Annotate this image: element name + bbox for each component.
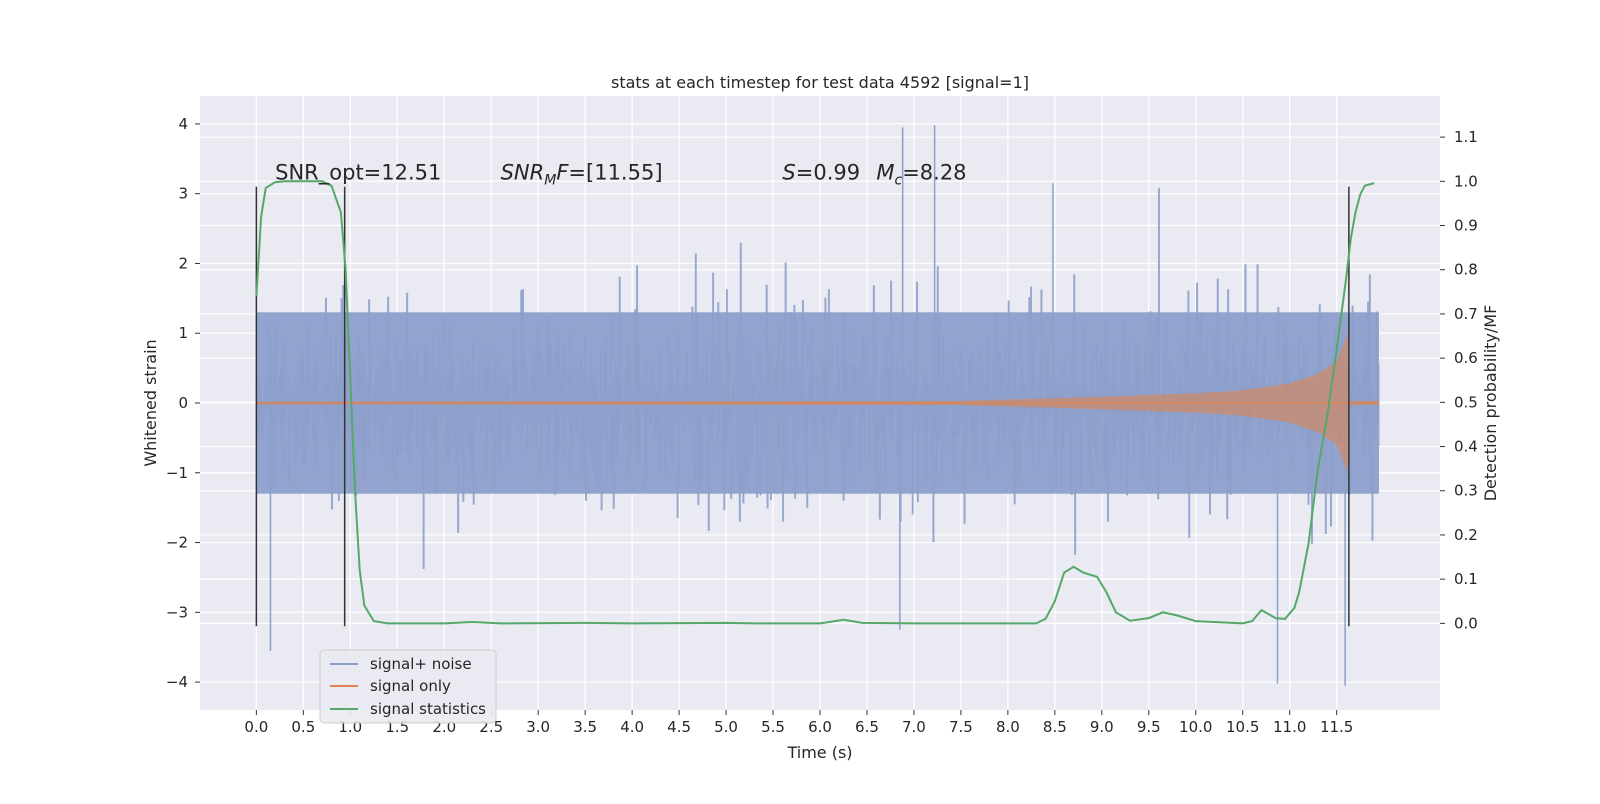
y-left-tick-label-0: 4	[178, 115, 188, 133]
annotation-2: S=0.99	[782, 161, 860, 185]
y-right-axis-ticks: 1.1 1.0 0.9 0.8 0.7 0.6 0.5 0.4 0.3 0.2 0.1 0.0	[1440, 128, 1478, 632]
y-left-tick-label-2: 2	[178, 254, 188, 272]
y-left-tick-label-6: −2	[166, 534, 188, 552]
y-left-tick-label-1: 3	[178, 185, 188, 203]
x-tick-label-13: 6.5	[855, 718, 879, 736]
annotation-3: Mc=8.28	[876, 161, 966, 189]
annotation-1-part-2: F	[556, 161, 569, 185]
annotation-0: SNR_opt=12.51	[275, 161, 441, 186]
y-right-tick-label-7: 0.4	[1454, 438, 1478, 456]
series-signal-statistics	[255, 180, 1375, 625]
y-right-tick-label-4: 0.7	[1454, 305, 1478, 323]
annotation-1-part-0: SNR	[501, 161, 545, 185]
y-right-tick-label-1: 1.0	[1454, 172, 1478, 190]
x-tick-label-21: 10.5	[1226, 718, 1259, 736]
annotation-1: SNRMF=[11.55]	[501, 161, 663, 189]
x-tick-label-10: 5.0	[714, 718, 738, 736]
x-tick-label-0: 0.0	[244, 718, 268, 736]
chart-title: stats at each timestep for test data 459…	[611, 73, 1029, 92]
x-tick-label-20: 10.0	[1179, 718, 1212, 736]
x-tick-label-15: 7.5	[949, 718, 973, 736]
x-tick-label-6: 3.0	[526, 718, 550, 736]
x-tick-label-23: 11.5	[1320, 718, 1353, 736]
y-right-tick-label-8: 0.3	[1454, 482, 1478, 500]
x-tick-label-17: 8.5	[1043, 718, 1067, 736]
y-left-tick-label-8: −4	[166, 673, 188, 691]
legend: signal+ noise signal only signal statist…	[319, 649, 497, 724]
x-tick-label-19: 9.5	[1137, 718, 1161, 736]
y-right-tick-label-2: 0.9	[1454, 217, 1478, 235]
x-tick-label-12: 6.0	[808, 718, 832, 736]
x-tick-label-18: 9.0	[1090, 718, 1114, 736]
legend-label-signal-only: signal only	[370, 677, 451, 695]
x-axis-label: Time (s)	[786, 743, 852, 762]
annotation-3-part-1: c	[894, 173, 902, 189]
y-right-tick-label-6: 0.5	[1454, 393, 1478, 411]
y-left-axis-label: Whitened strain	[141, 339, 160, 466]
x-tick-label-8: 4.0	[620, 718, 644, 736]
annotations: SNR_opt=12.51 SNRMF=[11.55] S=0.99 Mc=8.28	[275, 161, 966, 189]
y-left-tick-label-4: 0	[178, 394, 188, 412]
signal-statistics-line	[255, 180, 1375, 625]
y-right-tick-label-0: 1.1	[1454, 128, 1478, 146]
annotation-0-part-0: SNR_opt=12.51	[275, 161, 441, 186]
x-tick-label-11: 5.5	[761, 718, 785, 736]
y-right-tick-label-5: 0.6	[1454, 349, 1478, 367]
annotation-2-part-0: S	[782, 161, 795, 185]
annotation-1-part-3: =[11.55]	[568, 161, 662, 185]
legend-box	[319, 649, 497, 724]
y-left-tick-label-5: −1	[166, 464, 188, 482]
y-right-tick-label-10: 0.1	[1454, 570, 1478, 588]
y-right-tick-label-11: 0.0	[1454, 614, 1478, 632]
series-signal-only	[256, 333, 1379, 473]
annotation-3-part-0: M	[876, 161, 894, 185]
y-left-axis-ticks: 4 3 2 1 0 −1 −2 −3 −4	[166, 115, 200, 691]
x-tick-label-1: 0.5	[291, 718, 315, 736]
x-tick-label-9: 4.5	[667, 718, 691, 736]
x-tick-label-16: 8.0	[996, 718, 1020, 736]
y-right-axis-label: Detection probability/MF	[1481, 305, 1500, 502]
y-right-tick-label-9: 0.2	[1454, 526, 1478, 544]
annotation-1-part-1: M	[544, 173, 556, 189]
annotation-3-part-2: =8.28	[902, 161, 966, 185]
legend-label-signal-plus-noise: signal+ noise	[370, 655, 472, 673]
annotation-2-part-1: =0.99	[796, 161, 860, 185]
x-tick-label-22: 11.0	[1273, 718, 1306, 736]
legend-label-signal-statistics: signal statistics	[370, 700, 486, 718]
x-tick-label-14: 7.0	[902, 718, 926, 736]
y-right-tick-label-3: 0.8	[1454, 261, 1478, 279]
x-tick-label-7: 3.5	[573, 718, 597, 736]
y-left-tick-label-3: 1	[178, 324, 188, 342]
y-left-tick-label-7: −3	[166, 603, 188, 621]
